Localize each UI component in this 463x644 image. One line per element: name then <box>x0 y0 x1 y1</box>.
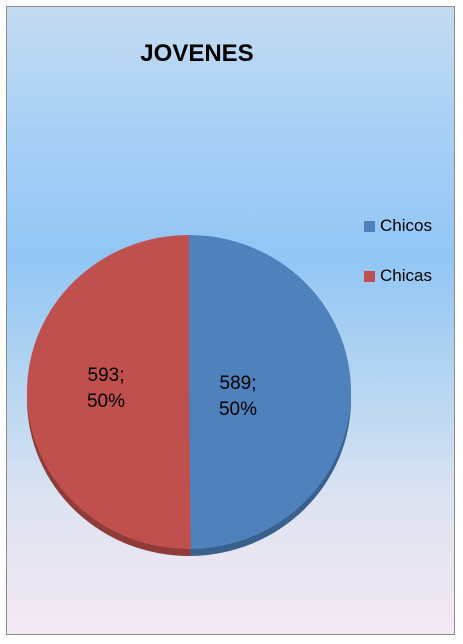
chart-area: JOVENES Chicos Chicas 589; 50% 593; 50% <box>6 6 455 635</box>
legend-item-chicos: Chicos <box>364 215 432 237</box>
legend-label-chicos: Chicos <box>380 216 432 235</box>
legend-swatch-chicos <box>364 220 375 232</box>
pie-slice-chicos <box>189 235 352 549</box>
data-label-chicas: 593; 50% <box>87 365 125 412</box>
legend-swatch-chicas <box>364 270 375 282</box>
legend: Chicos Chicas <box>364 215 432 315</box>
pie-slice-chicas <box>27 235 191 549</box>
data-label-chicos: 589; 50% <box>219 373 257 420</box>
pie-chart: 589; 50% 593; 50% <box>27 235 352 556</box>
legend-item-chicas: Chicas <box>364 265 432 287</box>
legend-label-chicas: Chicas <box>380 266 432 285</box>
chart-title: JOVENES <box>140 40 254 67</box>
